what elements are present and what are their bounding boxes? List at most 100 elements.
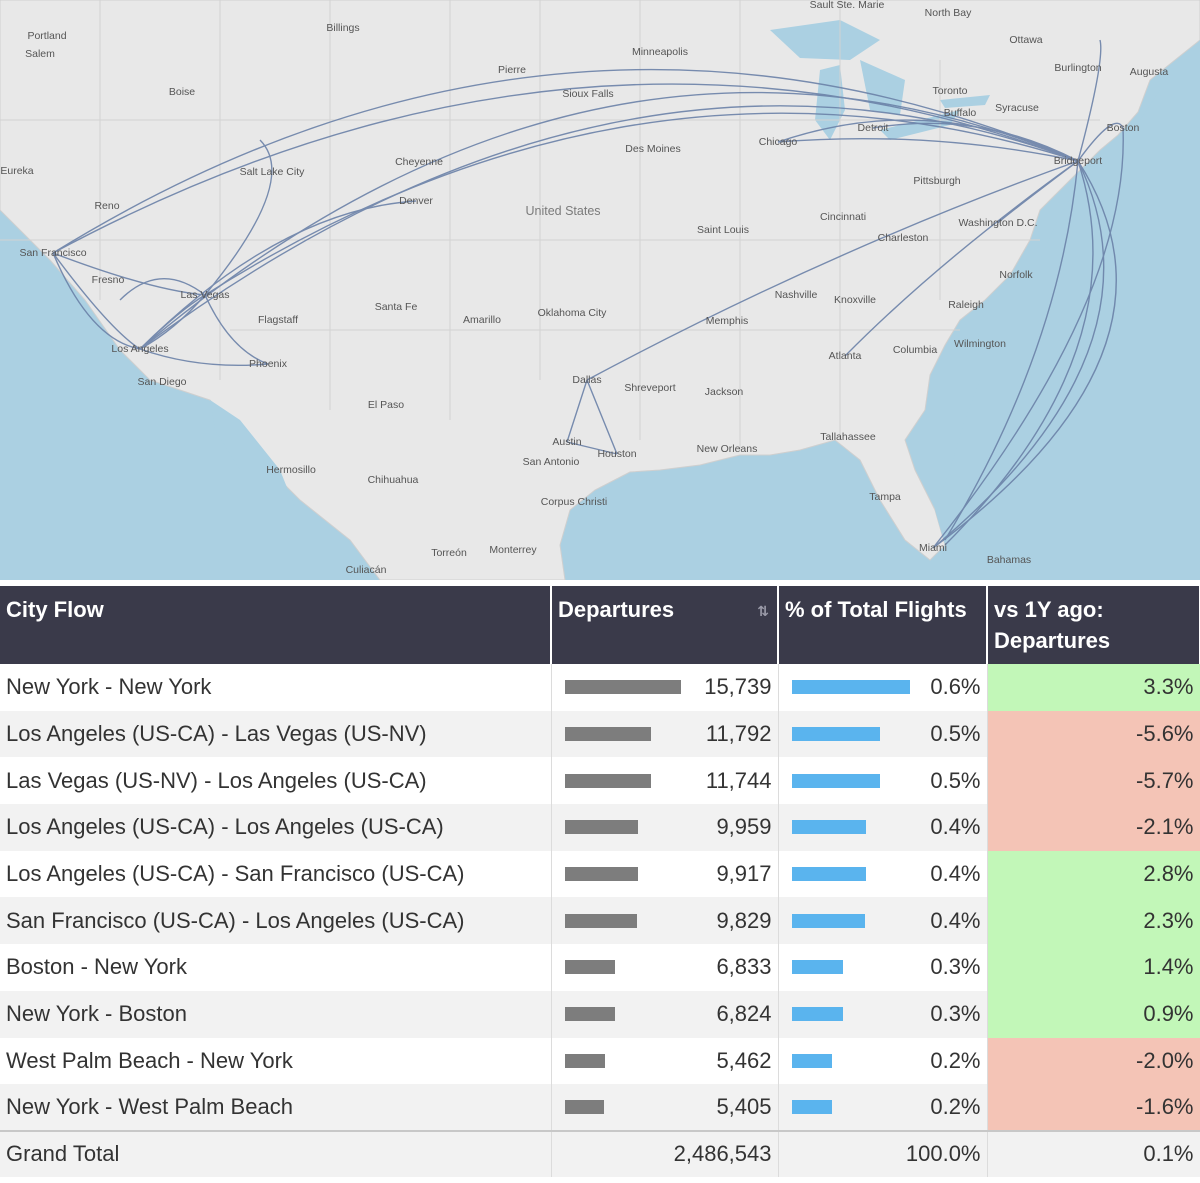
table-row[interactable]: New York - New York 15,739 0.6% 3.3% <box>0 664 1200 711</box>
city-label: Tallahassee <box>820 431 876 443</box>
city-label: Salt Lake City <box>239 166 305 178</box>
city-label: Boise <box>168 86 196 98</box>
pct-bar <box>791 1007 843 1022</box>
city-label: Boston <box>1106 122 1140 134</box>
table-row[interactable]: Boston - New York 6,833 0.3% 1.4% <box>0 944 1200 991</box>
lake-ontario <box>940 95 990 108</box>
city-label: Sault Ste. Marie <box>809 0 885 11</box>
pct-cell: 0.3% <box>778 990 988 1038</box>
pct-value: 0.2% <box>930 1094 981 1120</box>
pct-bar <box>791 1100 833 1115</box>
vs-1y-cell: -2.1% <box>987 804 1200 851</box>
atlantic-coast <box>935 40 1200 580</box>
city-label: Eureka <box>0 165 34 177</box>
city-label: Bridgeport <box>1053 155 1103 167</box>
pct-value: 0.4% <box>930 907 981 933</box>
departures-cell: 5,462 <box>551 1037 779 1085</box>
pct-cell: 0.3% <box>778 944 988 991</box>
header-departures[interactable]: Departures ⇅ <box>551 586 779 664</box>
city-label: Raleigh <box>948 299 984 311</box>
city-label: Hermosillo <box>266 464 316 476</box>
pct-bar <box>791 727 880 742</box>
table-row[interactable]: West Palm Beach - New York 5,462 0.2% -2.0% <box>0 1037 1200 1085</box>
city-label: Cincinnati <box>819 211 867 223</box>
city-label: Houston <box>597 448 637 460</box>
city-label: Salem <box>25 48 55 60</box>
departures-bar <box>564 867 638 882</box>
departures-value: 11,744 <box>705 767 772 793</box>
city-label: Charleston <box>877 232 929 244</box>
city-label: Chicago <box>758 136 798 148</box>
pct-value: 0.3% <box>930 954 981 980</box>
departures-bar <box>564 960 615 975</box>
departures-value: 5,405 <box>716 1094 772 1120</box>
city-label: Billings <box>326 22 360 34</box>
departures-cell: 9,829 <box>551 897 779 945</box>
city-label: Nashville <box>774 289 818 301</box>
city-flow-cell: New York - New York <box>0 664 552 711</box>
map-canvas <box>0 0 1200 580</box>
pct-cell: 0.4% <box>778 850 988 898</box>
city-label: Santa Fe <box>374 301 418 313</box>
city-label: Washington D.C. <box>958 217 1038 229</box>
grand-total-pct: 100.0% <box>778 1129 988 1177</box>
departures-bar <box>564 1053 605 1068</box>
departures-bar <box>564 727 652 742</box>
table-row[interactable]: New York - West Palm Beach 5,405 0.2% -1.6% <box>0 1084 1200 1131</box>
table-row[interactable]: Los Angeles (US-CA) - San Francisco (US-… <box>0 850 1200 898</box>
city-label: Las Vegas <box>180 289 230 301</box>
sort-descending-icon[interactable]: ⇅ <box>757 603 769 619</box>
table-row[interactable]: Los Angeles (US-CA) - Los Angeles (US-CA… <box>0 804 1200 851</box>
header-pct-total[interactable]: % of Total Flights <box>778 586 988 664</box>
flight-map[interactable]: Portland Salem Billings Boise Pierre Minneapo… <box>0 0 1200 580</box>
departures-bar <box>564 820 638 835</box>
pct-bar <box>791 773 880 788</box>
table-row[interactable]: New York - Boston 6,824 0.3% 0.9% <box>0 990 1200 1038</box>
header-city-flow[interactable]: City Flow <box>0 586 552 664</box>
city-label: Chihuahua <box>367 474 419 486</box>
header-vs-1y[interactable]: vs 1Y ago: Departures <box>987 586 1200 664</box>
table-row[interactable]: San Francisco (US-CA) - Los Angeles (US-… <box>0 897 1200 945</box>
grand-total-row: Grand Total 2,486,543 100.0% 0.1% <box>0 1129 1200 1177</box>
header-departures-label: Departures <box>558 597 675 622</box>
city-label: Corpus Christi <box>540 496 608 508</box>
city-label: Pittsburgh <box>913 175 961 187</box>
pct-bar <box>791 913 866 928</box>
table-row[interactable]: Las Vegas (US-NV) - Los Angeles (US-CA) 1… <box>0 757 1200 805</box>
city-label: El Paso <box>367 399 405 411</box>
city-label: Wilmington <box>954 338 1006 350</box>
city-label: Monterrey <box>489 544 537 556</box>
pct-cell: 0.5% <box>778 757 988 805</box>
city-label: Shreveport <box>624 382 676 394</box>
departures-cell: 6,824 <box>551 990 779 1038</box>
grand-total-label: Grand Total <box>0 1129 552 1177</box>
departures-cell: 9,959 <box>551 804 779 851</box>
departures-value: 9,959 <box>716 814 772 840</box>
city-label: Reno <box>94 200 120 212</box>
city-label: Fresno <box>91 274 125 286</box>
city-label: Dallas <box>572 374 602 386</box>
city-label: Des Moines <box>625 143 681 155</box>
vs-1y-cell: 2.8% <box>987 850 1200 898</box>
city-label: Saint Louis <box>697 224 749 236</box>
departures-cell: 11,792 <box>551 710 779 758</box>
city-label: North Bay <box>924 7 972 19</box>
city-label: Oklahoma City <box>537 307 607 319</box>
pct-value: 0.6% <box>930 674 981 700</box>
table-row[interactable]: Los Angeles (US-CA) - Las Vegas (US-NV) 1… <box>0 710 1200 758</box>
city-flow-cell: Las Vegas (US-NV) - Los Angeles (US-CA) <box>0 757 552 805</box>
departures-bar <box>564 1007 615 1022</box>
city-label: Tampa <box>869 491 901 503</box>
departures-bar <box>564 913 637 928</box>
gulf-of-california <box>210 400 330 580</box>
departures-cell: 11,744 <box>551 757 779 805</box>
pct-cell: 0.6% <box>778 664 988 711</box>
pct-cell: 0.2% <box>778 1037 988 1085</box>
pct-value: 0.3% <box>930 1001 981 1027</box>
vs-1y-cell: 1.4% <box>987 944 1200 991</box>
city-label: Amarillo <box>463 314 501 326</box>
city-label: Atlanta <box>828 350 862 362</box>
flight-routes <box>52 39 1124 549</box>
departures-value: 6,824 <box>716 1001 772 1027</box>
city-label: Cheyenne <box>395 156 443 168</box>
